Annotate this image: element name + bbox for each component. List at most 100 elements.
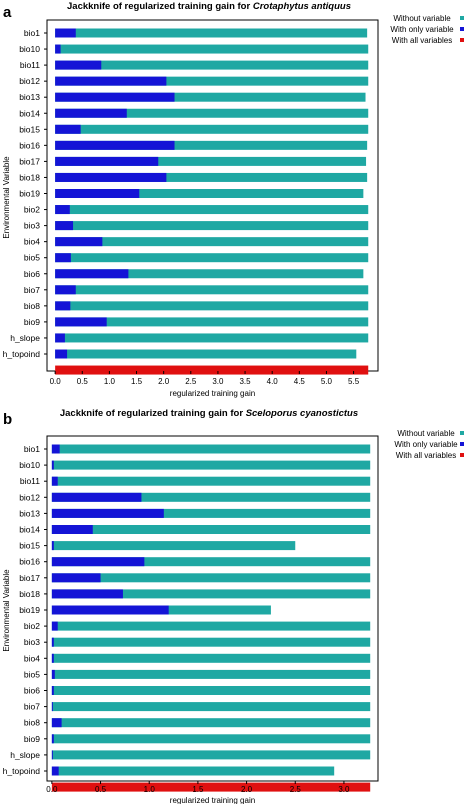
legend-swatch (460, 453, 464, 457)
category-label: bio13 (19, 508, 40, 518)
category-label: bio8 (24, 301, 40, 311)
bar-without-variable (51, 766, 335, 776)
bar-without-variable (55, 301, 369, 311)
bar-with-only-variable (51, 444, 60, 454)
x-axis-label: regularized training gain (170, 389, 255, 398)
category-label: bio4 (24, 237, 40, 247)
bar-without-variable (55, 108, 369, 118)
bar-without-variable (55, 205, 369, 215)
bar-with-only-variable (51, 476, 58, 486)
category-label: bio6 (24, 686, 40, 696)
bar-with-only-variable (55, 108, 127, 118)
plot-area (46, 435, 379, 782)
x-tick-label: 5.0 (321, 377, 333, 386)
bar-with-only-variable (55, 317, 107, 327)
x-tick-label: 2.5 (290, 785, 302, 794)
category-label: bio11 (20, 60, 40, 70)
bar-without-variable (55, 172, 368, 182)
bar-with-only-variable (55, 237, 103, 247)
x-tick-label: 3.0 (338, 785, 350, 794)
category-label: bio11 (20, 476, 40, 486)
category-label: bio9 (24, 317, 40, 327)
bar-with-only-variable (51, 702, 53, 712)
bar-with-only-variable (55, 172, 167, 182)
x-tick-label: 2.0 (158, 377, 170, 386)
category-label: bio14 (19, 525, 40, 535)
category-label: bio8 (24, 718, 40, 728)
bar-without-variable (55, 28, 368, 38)
bar-with-only-variable (55, 349, 68, 359)
category-label: h_slope (10, 750, 40, 760)
bar-with-only-variable (55, 92, 175, 102)
bar-with-only-variable (51, 605, 169, 615)
category-label: bio10 (19, 44, 40, 54)
bar-all-variables (55, 365, 369, 375)
category-labels: bio1 bio10 bio11 bio12 bio13 bio14 bio15 bio16 b… (3, 444, 47, 776)
bar-without-variable (55, 44, 369, 54)
x-tick-label: 4.5 (294, 377, 306, 386)
bar-with-only-variable (51, 653, 54, 663)
x-tick-label: 0.5 (77, 377, 89, 386)
x-tick-label: 3.5 (239, 377, 251, 386)
bar-without-variable (51, 492, 371, 502)
bar-without-variable (51, 541, 296, 551)
bar-with-only-variable (55, 189, 140, 198)
x-tick-label: 4.0 (267, 377, 279, 386)
x-ticks: 0.0 0.5 1.0 1.5 2.0 2.5 3.0 (46, 781, 350, 794)
panel-b: b Jackknife of regularized training gain… (2, 408, 464, 804)
bar-all-variables (51, 782, 371, 792)
legend-label: With all variables (392, 36, 452, 45)
bar-with-only-variable (51, 669, 55, 679)
x-tick-label: 0.5 (95, 785, 107, 794)
category-label: bio16 (19, 557, 40, 567)
bar-without-variable (51, 525, 371, 534)
x-tick-label: 1.5 (131, 377, 143, 386)
bar-with-only-variable (51, 718, 62, 728)
legend-swatch (460, 38, 464, 42)
category-label: bio17 (19, 156, 40, 166)
bar-without-variable (55, 76, 369, 86)
bar-without-variable (51, 637, 371, 647)
bar-without-variable (55, 221, 369, 231)
bar-without-variable (51, 460, 371, 470)
bar-with-only-variable (55, 60, 102, 70)
x-tick-label: 0.0 (50, 377, 62, 386)
category-label: bio19 (19, 189, 40, 199)
bar-with-only-variable (55, 156, 159, 166)
bar-without-variable (55, 140, 368, 150)
bar-with-only-variable (55, 253, 71, 263)
bar-with-only-variable (51, 557, 145, 567)
category-label: bio14 (19, 108, 40, 118)
category-label: bio15 (19, 124, 40, 134)
bar-with-only-variable (51, 492, 142, 502)
category-label: bio3 (24, 221, 40, 231)
x-tick-label: 3.0 (212, 377, 224, 386)
x-tick-label: 1.0 (144, 785, 156, 794)
bar-without-variable (55, 92, 366, 102)
bar-with-only-variable (51, 750, 53, 760)
bar-without-variable (55, 349, 357, 359)
category-label: bio4 (24, 653, 40, 663)
category-label: bio19 (19, 605, 40, 615)
bar-without-variable (55, 285, 369, 295)
category-label: bio5 (24, 253, 40, 263)
bar-with-only-variable (51, 508, 164, 518)
bar-with-only-variable (51, 460, 54, 470)
y-axis-label: Environmental Variable (2, 156, 11, 239)
bar-without-variable (51, 508, 371, 518)
x-tick-label: 5.5 (348, 377, 360, 386)
bar-with-only-variable (55, 28, 76, 38)
category-label: bio9 (24, 734, 40, 744)
bar-with-only-variable (51, 621, 58, 631)
chart-title: Jackknife of regularized training gain f… (67, 1, 351, 12)
panel-a: a Jackknife of regularized training gain… (2, 1, 464, 398)
bar-with-only-variable (51, 541, 54, 551)
category-label: bio7 (24, 702, 40, 712)
bar-with-only-variable (51, 637, 54, 647)
category-label: bio7 (24, 285, 40, 295)
x-axis-label: regularized training gain (170, 796, 255, 804)
category-label: bio18 (19, 589, 40, 599)
bar-without-variable (51, 734, 371, 744)
bar-without-variable (55, 269, 364, 279)
category-label: bio18 (19, 172, 40, 182)
